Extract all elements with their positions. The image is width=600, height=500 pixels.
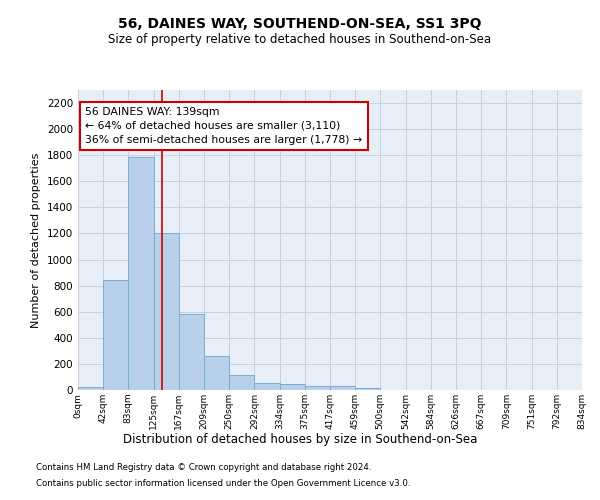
- Y-axis label: Number of detached properties: Number of detached properties: [31, 152, 41, 328]
- Text: Size of property relative to detached houses in Southend-on-Sea: Size of property relative to detached ho…: [109, 32, 491, 46]
- Bar: [330, 386, 355, 390]
- Text: Distribution of detached houses by size in Southend-on-Sea: Distribution of detached houses by size …: [123, 432, 477, 446]
- Bar: [229, 375, 254, 390]
- Text: Contains public sector information licensed under the Open Government Licence v3: Contains public sector information licen…: [36, 478, 410, 488]
- Bar: [78, 386, 103, 390]
- Text: 56, DAINES WAY, SOUTHEND-ON-SEA, SS1 3PQ: 56, DAINES WAY, SOUTHEND-ON-SEA, SS1 3PQ: [118, 18, 482, 32]
- Bar: [205, 356, 229, 390]
- Bar: [280, 384, 305, 390]
- Bar: [254, 384, 280, 390]
- Bar: [154, 234, 179, 390]
- Bar: [305, 386, 330, 390]
- Bar: [103, 280, 128, 390]
- Text: 56 DAINES WAY: 139sqm
← 64% of detached houses are smaller (3,110)
36% of semi-d: 56 DAINES WAY: 139sqm ← 64% of detached …: [85, 107, 362, 145]
- Bar: [179, 314, 205, 390]
- Text: Contains HM Land Registry data © Crown copyright and database right 2024.: Contains HM Land Registry data © Crown c…: [36, 464, 371, 472]
- Bar: [355, 388, 380, 390]
- Bar: [128, 156, 154, 390]
